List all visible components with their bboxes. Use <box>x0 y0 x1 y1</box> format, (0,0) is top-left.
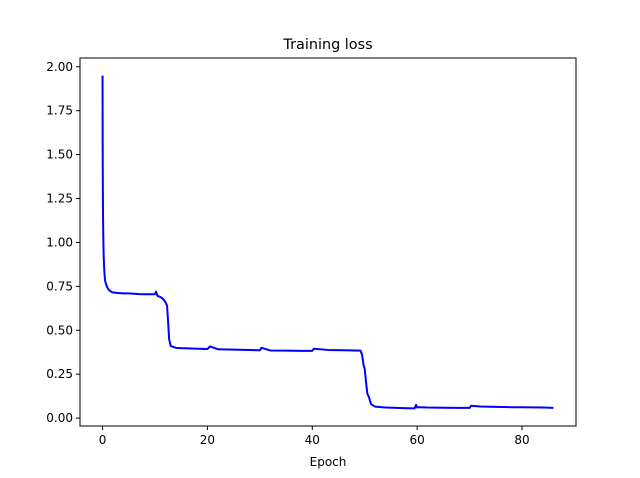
y-tick-label: 1.75 <box>46 104 73 118</box>
x-axis-ticks: 0 20 40 60 80 <box>99 426 530 447</box>
y-tick-label: 1.25 <box>46 192 73 206</box>
axes-frame <box>79 57 577 427</box>
y-tick-label: 1.00 <box>46 235 73 249</box>
x-tick-label: 40 <box>305 433 320 447</box>
x-tick-label: 60 <box>409 433 424 447</box>
x-axis-label: Epoch <box>310 455 347 469</box>
x-tick-label: 20 <box>200 433 215 447</box>
plot-area <box>101 75 554 410</box>
series-line-training-loss <box>101 75 554 410</box>
x-tick-label: 80 <box>514 433 529 447</box>
y-tick-label: 0.75 <box>46 279 73 293</box>
y-tick-label: 0.25 <box>46 367 73 381</box>
y-tick-label: 0.00 <box>46 411 73 425</box>
x-tick-label: 0 <box>99 433 107 447</box>
y-tick-label: 2.00 <box>46 60 73 74</box>
y-axis-ticks: 0.00 0.25 0.50 0.75 1.00 1.25 1.50 1.75 2.00 <box>46 60 80 425</box>
y-tick-label: 0.50 <box>46 323 73 337</box>
chart-title: Training loss <box>282 37 372 53</box>
y-tick-label: 1.50 <box>46 148 73 162</box>
